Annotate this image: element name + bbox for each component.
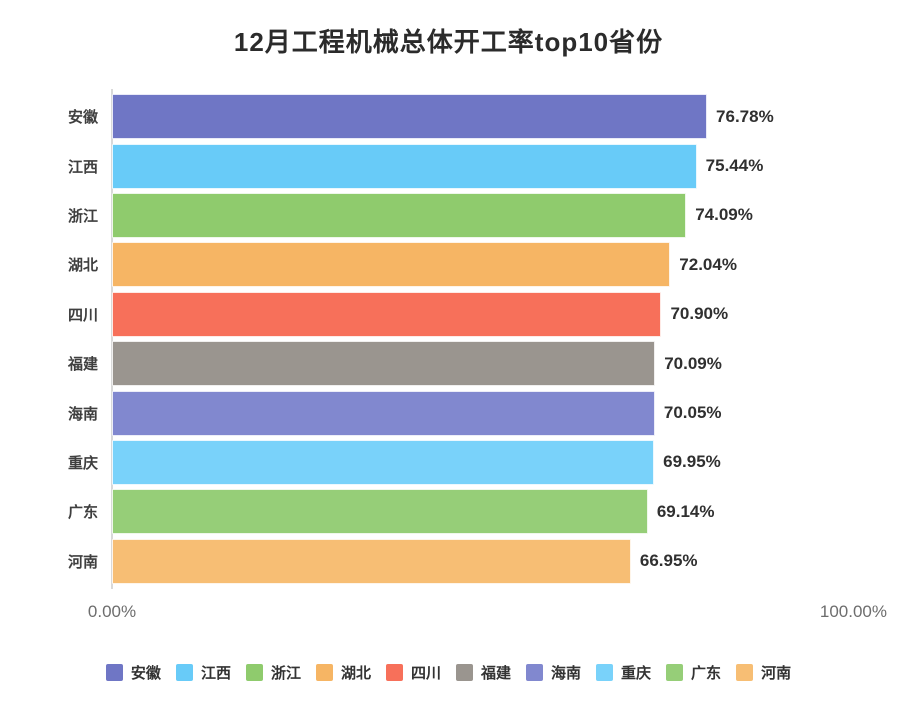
- category-label: 重庆: [67, 454, 98, 472]
- legend-item: 浙江: [245, 662, 301, 683]
- category-label: 海南: [67, 405, 98, 423]
- y-axis-line: [111, 89, 113, 589]
- bar-track: 70.90%: [112, 291, 887, 337]
- legend-swatch-icon: [456, 663, 473, 681]
- legend-label: 湖北: [340, 664, 371, 682]
- category-label: 江西: [67, 158, 98, 176]
- category-label: 安徽: [67, 109, 98, 127]
- value-label: 66.95%: [639, 551, 698, 571]
- category-label: 浙江: [67, 207, 98, 225]
- legend-label: 四川: [410, 664, 441, 682]
- legend-label: 福建: [481, 664, 512, 682]
- value-label: 70.05%: [663, 403, 722, 423]
- chart-title: 12月工程机械总体开工率top10省份: [233, 27, 664, 57]
- x-axis-tick-min: 0.00%: [87, 601, 137, 621]
- legend-label: 重庆: [621, 664, 652, 682]
- value-label: 76.78%: [716, 106, 774, 126]
- bar-row: 江西 75.44%: [0, 141, 897, 190]
- bar-track: 69.95%: [112, 439, 887, 485]
- legend-swatch-icon: [736, 663, 754, 681]
- legend-swatch-icon: [245, 663, 263, 681]
- bar-row: 重庆 69.95%: [0, 438, 897, 487]
- bar: [112, 192, 687, 238]
- legend-swatch-icon: [666, 663, 684, 681]
- value-label: 72.04%: [679, 254, 737, 274]
- chart-legend: 安徽 江西 浙江 湖北 四川 福建 海南 重庆 广东 河南: [0, 662, 897, 683]
- legend-label: 江西: [200, 664, 231, 682]
- bar-track: 76.78%: [112, 94, 887, 140]
- legend-item: 江西: [175, 662, 231, 683]
- bar-row: 四川 70.90%: [0, 290, 897, 339]
- bar-rows: 安徽 76.78% 江西 75.44% 浙江 74.09% 湖北 72.04% 四川 70.90%…: [0, 92, 897, 586]
- legend-item: 重庆: [596, 662, 651, 683]
- bar: [112, 143, 697, 189]
- bar-row: 河南 66.95%: [0, 537, 897, 586]
- legend-swatch-icon: [105, 663, 123, 681]
- bar: [112, 538, 631, 584]
- bar-row: 广东 69.14%: [0, 487, 897, 536]
- bar: [112, 94, 708, 140]
- bar-track: 70.09%: [112, 341, 887, 387]
- legend-item: 河南: [736, 662, 791, 683]
- legend-label: 广东: [691, 664, 722, 682]
- bar: [112, 489, 648, 535]
- legend-item: 湖北: [315, 662, 371, 683]
- legend-label: 安徽: [130, 664, 161, 682]
- value-label: 69.14%: [656, 501, 715, 521]
- bar-row: 浙江 74.09%: [0, 191, 897, 240]
- bar: [112, 242, 671, 288]
- value-label: 70.90%: [670, 304, 729, 324]
- legend-swatch-icon: [315, 663, 333, 681]
- x-axis: 0.00% 100.00%: [88, 601, 887, 622]
- bar-row: 湖北 72.04%: [0, 240, 897, 289]
- value-label: 75.44%: [705, 156, 764, 176]
- legend-swatch-icon: [596, 663, 614, 681]
- bar-chart: 安徽 76.78% 江西 75.44% 浙江 74.09% 湖北 72.04% 四川 70.90%…: [0, 89, 897, 622]
- bar-track: 66.95%: [112, 538, 887, 584]
- legend-item: 福建: [456, 662, 511, 683]
- bar: [112, 341, 656, 387]
- bar-row: 海南 70.05%: [0, 388, 897, 437]
- bar: [112, 291, 662, 337]
- value-label: 70.09%: [664, 353, 722, 373]
- bar-row: 安徽 76.78%: [0, 92, 897, 141]
- category-label: 广东: [67, 504, 98, 522]
- bar-track: 74.09%: [112, 192, 887, 238]
- bar-track: 70.05%: [112, 390, 887, 436]
- legend-swatch-icon: [175, 663, 193, 681]
- bar-track: 72.04%: [112, 242, 887, 288]
- value-label: 69.95%: [663, 452, 721, 472]
- category-label: 湖北: [67, 257, 98, 275]
- legend-item: 广东: [666, 662, 721, 683]
- legend-label: 河南: [761, 664, 792, 682]
- legend-swatch-icon: [526, 663, 544, 681]
- legend-label: 浙江: [270, 664, 301, 682]
- legend-item: 海南: [526, 662, 581, 683]
- bar: [112, 439, 655, 485]
- category-label: 河南: [67, 553, 98, 571]
- bar-track: 69.14%: [112, 489, 887, 535]
- legend-label: 海南: [551, 664, 582, 682]
- legend-item: 四川: [385, 662, 441, 683]
- category-label: 四川: [67, 306, 98, 324]
- legend-item: 安徽: [105, 662, 161, 683]
- bar: [112, 390, 655, 436]
- x-axis-tick-max: 100.00%: [819, 601, 887, 621]
- bar-track: 75.44%: [112, 143, 887, 189]
- bar-row: 福建 70.09%: [0, 339, 897, 388]
- legend-swatch-icon: [385, 663, 403, 681]
- category-label: 福建: [67, 356, 98, 374]
- value-label: 74.09%: [695, 205, 753, 225]
